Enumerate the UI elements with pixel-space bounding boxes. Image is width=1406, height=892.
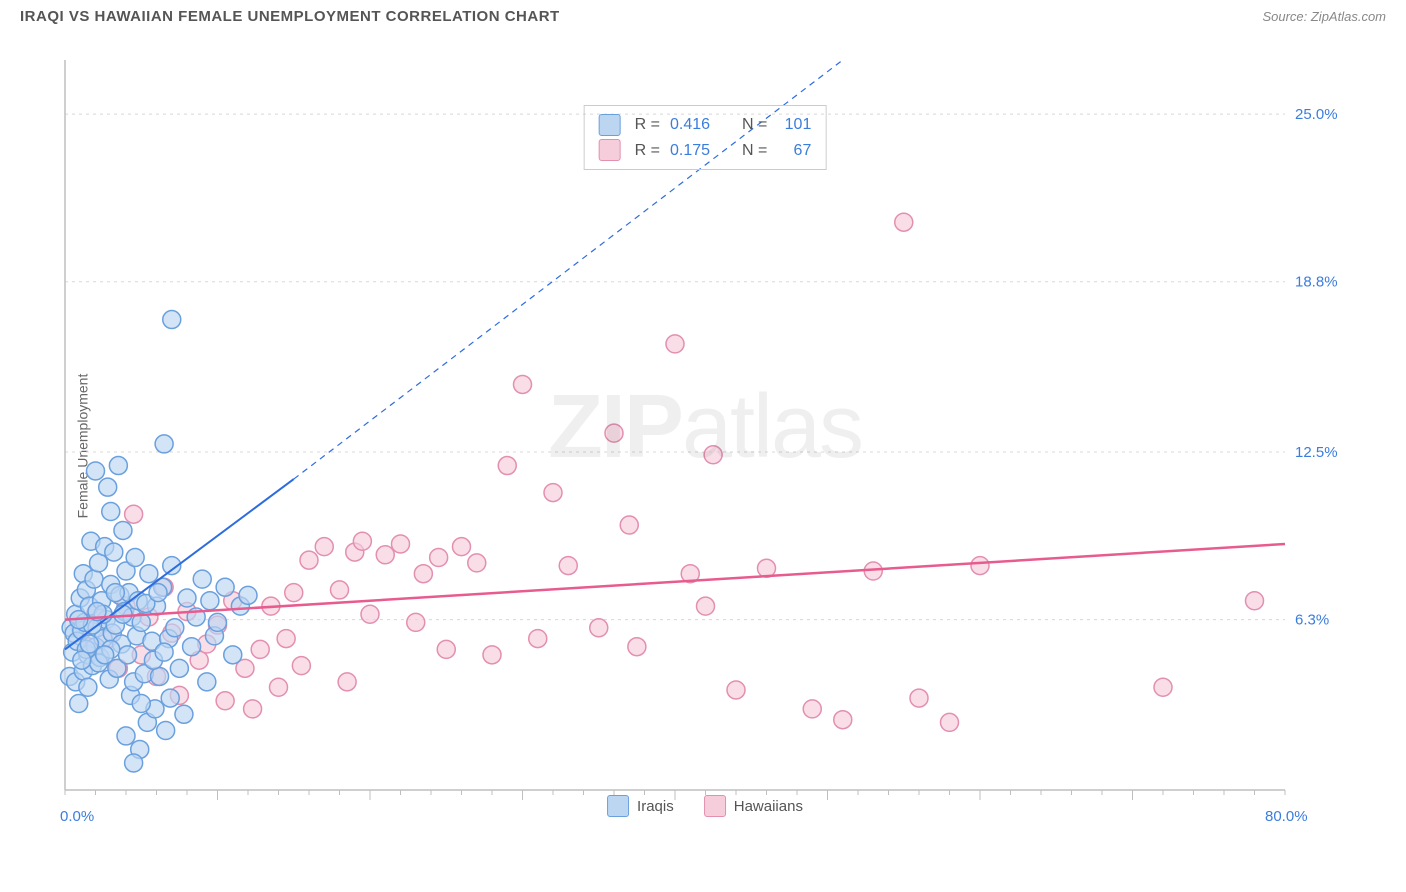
svg-text:12.5%: 12.5% [1295, 444, 1338, 461]
n-label: N = [742, 138, 767, 164]
iraqis-label: Iraqis [637, 798, 674, 815]
hawaiians-label: Hawaiians [734, 798, 803, 815]
x-max-label: 80.0% [1265, 808, 1308, 825]
svg-text:25.0%: 25.0% [1295, 106, 1338, 123]
r-label: R = [635, 138, 660, 164]
chart-area: 6.3%12.5%18.8%25.0% ZIPatlas R = 0.416 N… [55, 50, 1355, 825]
hawaiians-swatch-icon [599, 139, 621, 161]
iraqis-n-value: 101 [777, 112, 811, 138]
chart-header: IRAQI VS HAWAIIAN FEMALE UNEMPLOYMENT CO… [0, 0, 1406, 33]
svg-text:18.8%: 18.8% [1295, 274, 1338, 291]
hawaiians-swatch-icon [704, 795, 726, 817]
legend-item-iraqis: Iraqis [607, 795, 674, 817]
legend-row-hawaiians: R = 0.175 N = 67 [599, 138, 812, 164]
legend-item-hawaiians: Hawaiians [704, 795, 803, 817]
hawaiians-r-value: 0.175 [670, 138, 720, 164]
n-label: N = [742, 112, 767, 138]
correlation-legend: R = 0.416 N = 101 R = 0.175 N = 67 [584, 105, 827, 170]
legend-row-iraqis: R = 0.416 N = 101 [599, 112, 812, 138]
hawaiians-n-value: 67 [777, 138, 811, 164]
chart-title: IRAQI VS HAWAIIAN FEMALE UNEMPLOYMENT CO… [20, 8, 560, 25]
iraqis-swatch-icon [607, 795, 629, 817]
chart-source: Source: ZipAtlas.com [1262, 9, 1386, 24]
iraqis-swatch-icon [599, 114, 621, 136]
iraqis-r-value: 0.416 [670, 112, 720, 138]
svg-text:6.3%: 6.3% [1295, 612, 1329, 629]
r-label: R = [635, 112, 660, 138]
series-legend: Iraqis Hawaiians [607, 795, 803, 817]
x-min-label: 0.0% [60, 808, 94, 825]
